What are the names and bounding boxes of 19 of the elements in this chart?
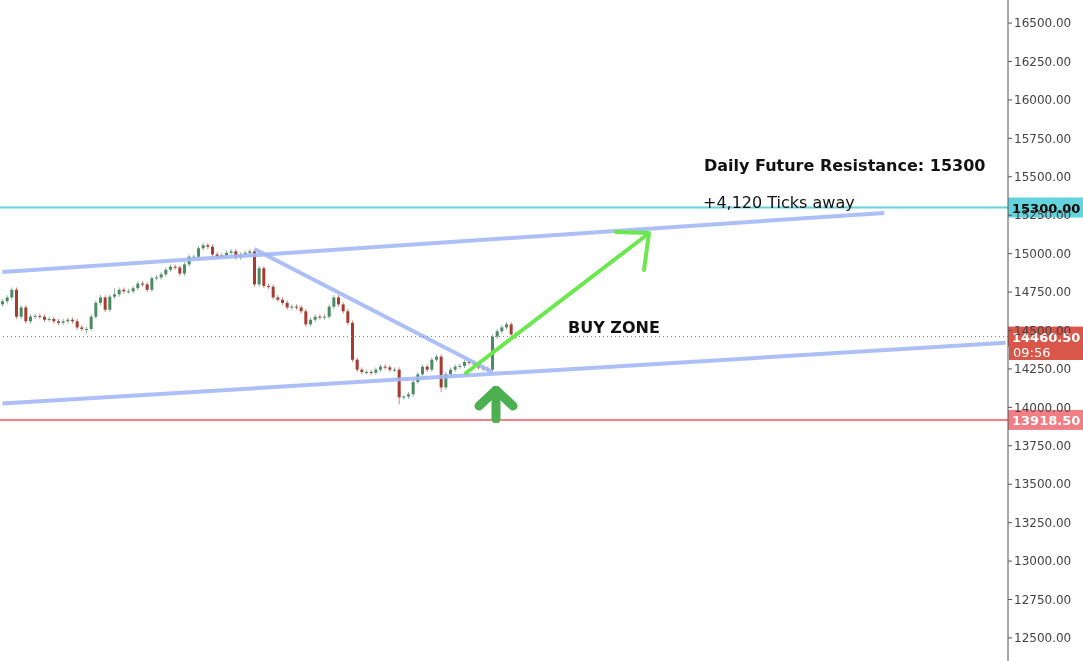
y-tick-label: 13500.00 bbox=[1014, 477, 1072, 492]
y-tick-label: 14250.00 bbox=[1014, 362, 1072, 377]
y-tick-label: 16500.00 bbox=[1014, 16, 1072, 31]
y-tick-label: 13250.00 bbox=[1014, 515, 1072, 530]
y-tick-label: 16250.00 bbox=[1014, 54, 1072, 69]
y-tick-label: 12500.00 bbox=[1014, 631, 1072, 646]
y-tick-label: 15750.00 bbox=[1014, 131, 1072, 146]
y-tick-label: 13000.00 bbox=[1014, 554, 1072, 569]
y-tick-label: 13750.00 bbox=[1014, 439, 1072, 454]
ref-line-label: 13918.50 bbox=[1012, 412, 1081, 428]
y-tick-label: 14750.00 bbox=[1014, 285, 1072, 300]
y-tick-label: 12750.00 bbox=[1014, 592, 1072, 607]
annotation: BUY ZONE bbox=[568, 318, 660, 337]
y-tick-label: 15000.00 bbox=[1014, 246, 1072, 261]
y-tick-label: 16000.00 bbox=[1014, 93, 1072, 108]
annotation: +4,120 Ticks away bbox=[703, 193, 855, 212]
text: 09:56 bbox=[1009, 345, 1083, 360]
y-tick-label: 15500.00 bbox=[1014, 170, 1072, 185]
annotation: Daily Future Resistance: 15300 bbox=[704, 156, 986, 175]
